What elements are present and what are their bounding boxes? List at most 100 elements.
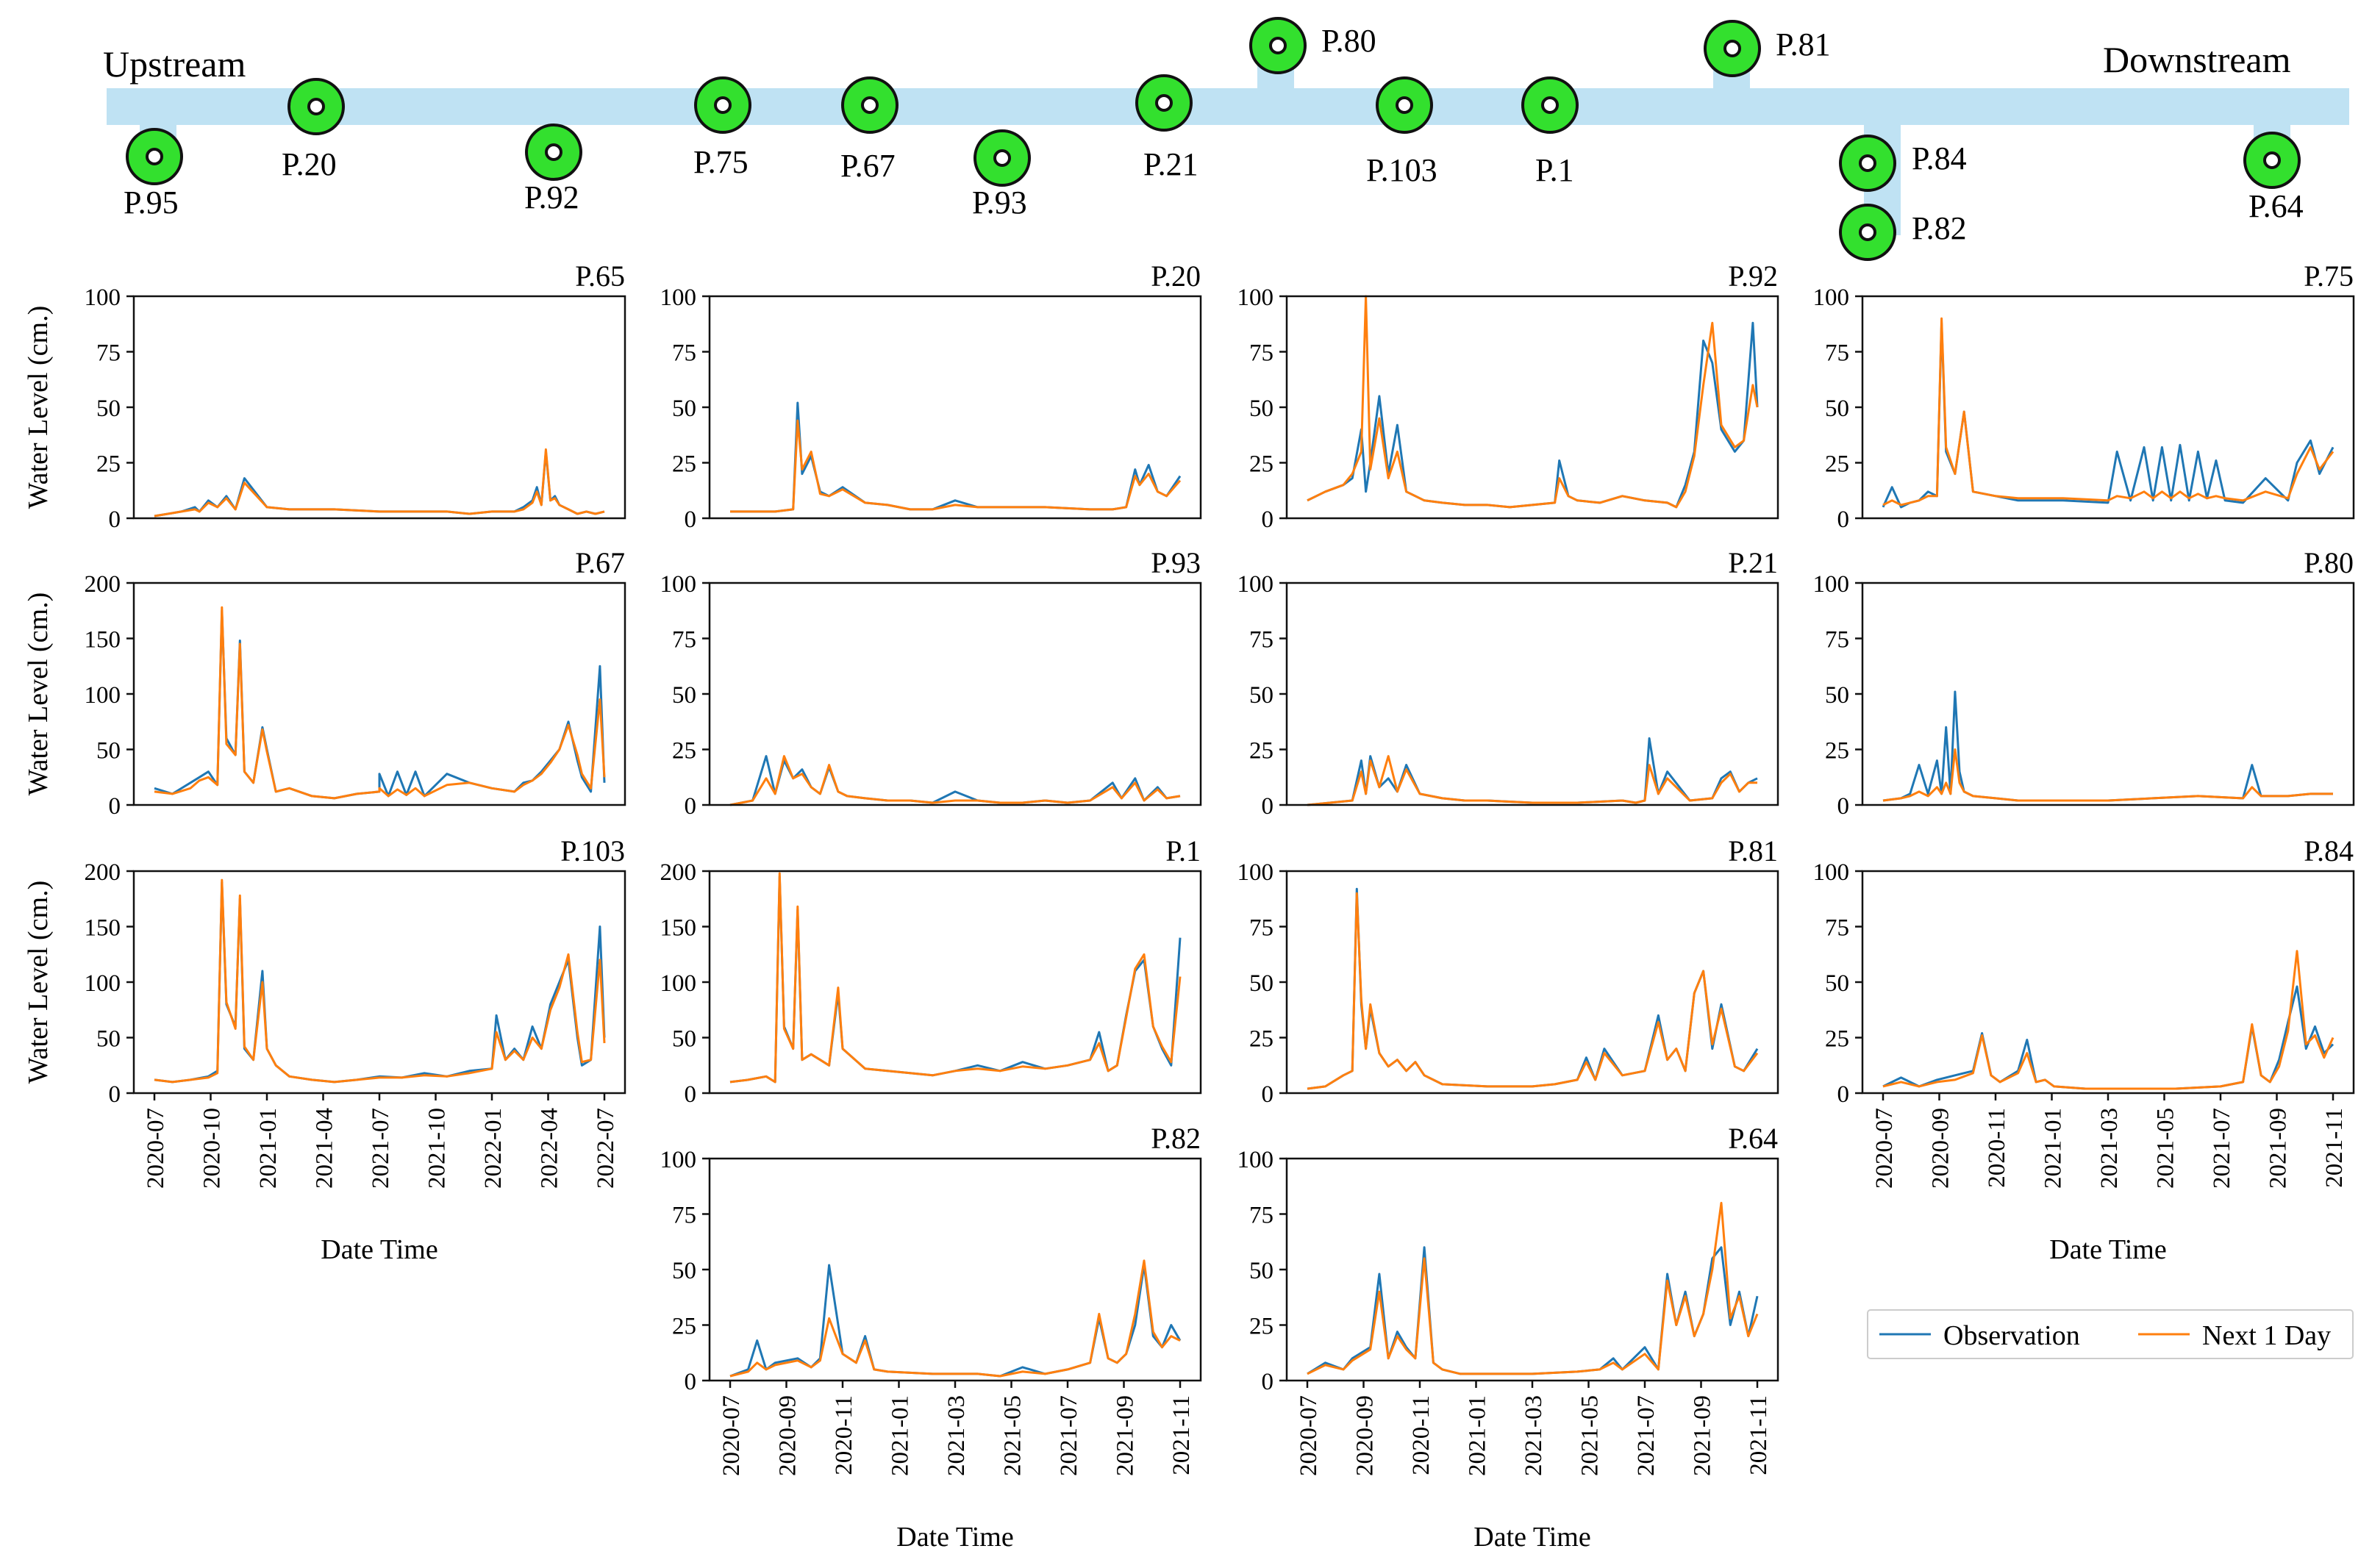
- x-tick-label: 2022-07: [593, 1108, 619, 1189]
- panel-p65: P.65 0 25 50 75 100 Water Level (cm.): [23, 259, 626, 533]
- y-axis-label: Water Level (cm.): [23, 306, 54, 509]
- y-tick-label: 200: [660, 859, 697, 886]
- chart-panels: P.65 0 25 50 75 100 Water Level (cm.) P.20 0 25 50…: [23, 259, 2355, 1553]
- station-marker-center: [545, 143, 562, 161]
- panel-p67: P.67 0 50 100 150 200 Water Level (cm.): [23, 546, 626, 820]
- station-marker-center: [1859, 223, 1876, 241]
- series-forecast-line: [1882, 950, 2335, 1090]
- legend-forecast-label: Next 1 Day: [2202, 1320, 2331, 1351]
- x-tick-label: 2021-09: [2265, 1108, 2292, 1189]
- y-tick-label: 50: [1249, 970, 1273, 997]
- series-forecast-line: [730, 419, 1182, 513]
- y-tick-label: 100: [660, 571, 697, 598]
- station-label: P.84: [1912, 140, 1967, 176]
- y-tick-label: 0: [109, 506, 121, 533]
- y-tick-label: 50: [1825, 395, 1849, 422]
- y-tick-label: 50: [672, 1258, 696, 1284]
- panel-title: P.75: [2304, 259, 2354, 293]
- panel-title: P.64: [1728, 1122, 1778, 1155]
- x-tick-label: 2020-09: [1928, 1108, 1954, 1189]
- series-forecast-line: [1882, 317, 2335, 506]
- y-tick-label: 25: [672, 1314, 696, 1340]
- y-tick-label: 0: [1262, 793, 1274, 820]
- panel-p92: P.92 0 25 50 75 100: [1237, 259, 1779, 533]
- y-tick-label: 100: [1813, 284, 1850, 311]
- y-tick-label: 0: [1837, 1081, 1850, 1108]
- panel-title: P.20: [1151, 259, 1201, 293]
- x-tick-label: 2021-01: [2040, 1108, 2067, 1189]
- series-forecast-line: [1307, 295, 1759, 509]
- series-forecast-line: [1307, 1201, 1759, 1375]
- x-tick-label: 2021-09: [1112, 1395, 1139, 1476]
- y-tick-label: 50: [96, 738, 121, 765]
- station-label: P.21: [1143, 146, 1198, 182]
- y-tick-label: 25: [1249, 1026, 1273, 1053]
- y-tick-label: 25: [1825, 738, 1849, 765]
- y-tick-label: 0: [1262, 1081, 1274, 1108]
- station-p84: P.84: [1839, 135, 1967, 192]
- panel-title: P.93: [1151, 546, 1201, 579]
- x-tick-label: 2020-10: [199, 1108, 226, 1189]
- plot-frame: [132, 870, 626, 1095]
- y-tick-label: 25: [1825, 451, 1849, 478]
- station-marker-center: [861, 96, 879, 114]
- y-tick-label: 0: [109, 1081, 121, 1108]
- legend: Observation Next 1 Day: [1867, 1309, 2354, 1359]
- station-p75: P.75: [693, 76, 751, 180]
- x-axis-label: Date Time: [321, 1234, 437, 1265]
- y-tick-label: 50: [1825, 682, 1849, 709]
- station-marker-center: [1269, 37, 1287, 54]
- x-tick-label: 2020-11: [831, 1395, 857, 1475]
- x-tick-label: 2020-07: [718, 1395, 745, 1476]
- y-tick-label: 0: [685, 793, 697, 820]
- x-tick-label: 2021-07: [368, 1108, 394, 1189]
- x-tick-label: 2021-04: [312, 1108, 338, 1189]
- station-marker-center: [1859, 154, 1876, 172]
- station-marker-center: [993, 149, 1011, 167]
- series-forecast-line: [1882, 748, 2333, 802]
- x-axis-label: Date Time: [1473, 1522, 1590, 1553]
- y-tick-label: 25: [672, 451, 696, 478]
- y-tick-label: 150: [660, 915, 697, 942]
- y-tick-label: 50: [672, 395, 696, 422]
- y-axis-label: Water Level (cm.): [23, 593, 54, 796]
- station-label: P.75: [693, 144, 749, 180]
- series-observation-line: [1307, 887, 1759, 1090]
- y-tick-label: 0: [1837, 793, 1850, 820]
- y-tick-label: 75: [1825, 627, 1849, 654]
- station-label: P.1: [1535, 152, 1574, 188]
- y-tick-label: 0: [685, 1369, 697, 1395]
- panel-p93: P.93 0 25 50 75 100: [660, 546, 1202, 820]
- station-p67: P.67: [840, 76, 899, 184]
- y-tick-label: 50: [96, 395, 121, 422]
- legend-observation-label: Observation: [1943, 1320, 2080, 1351]
- x-tick-label: 2020-07: [143, 1108, 169, 1189]
- series-forecast-line: [1307, 755, 1757, 806]
- station-marker-center: [2263, 151, 2281, 169]
- downstream-label: Downstream: [2103, 39, 2291, 80]
- y-tick-label: 100: [660, 970, 697, 997]
- y-tick-label: 0: [685, 1081, 697, 1108]
- y-tick-label: 75: [1825, 915, 1849, 942]
- station-label: P.103: [1366, 152, 1437, 188]
- station-label: P.67: [840, 148, 896, 184]
- x-tick-label: 2021-11: [2321, 1108, 2348, 1188]
- panel-title: P.80: [2304, 546, 2354, 579]
- panel-title: P.1: [1165, 834, 1201, 867]
- series-observation-line: [1307, 1246, 1759, 1375]
- y-tick-label: 75: [1249, 1203, 1273, 1229]
- station-p21: P.21: [1135, 74, 1198, 182]
- panel-title: P.67: [575, 546, 625, 579]
- x-tick-label: 2021-10: [424, 1108, 451, 1189]
- station-marker-center: [1155, 94, 1173, 112]
- panel-p1: P.1 0 50 100 150 200: [660, 834, 1202, 1108]
- x-tick-label: 2021-03: [1521, 1395, 1547, 1476]
- x-tick-label: 2021-01: [1465, 1395, 1491, 1476]
- x-tick-label: 2021-03: [943, 1395, 970, 1476]
- x-tick-label: 2021-01: [887, 1395, 914, 1476]
- y-tick-label: 0: [1262, 506, 1274, 533]
- panel-p20: P.20 0 25 50 75 100: [660, 259, 1202, 533]
- panel-title: P.92: [1728, 259, 1778, 293]
